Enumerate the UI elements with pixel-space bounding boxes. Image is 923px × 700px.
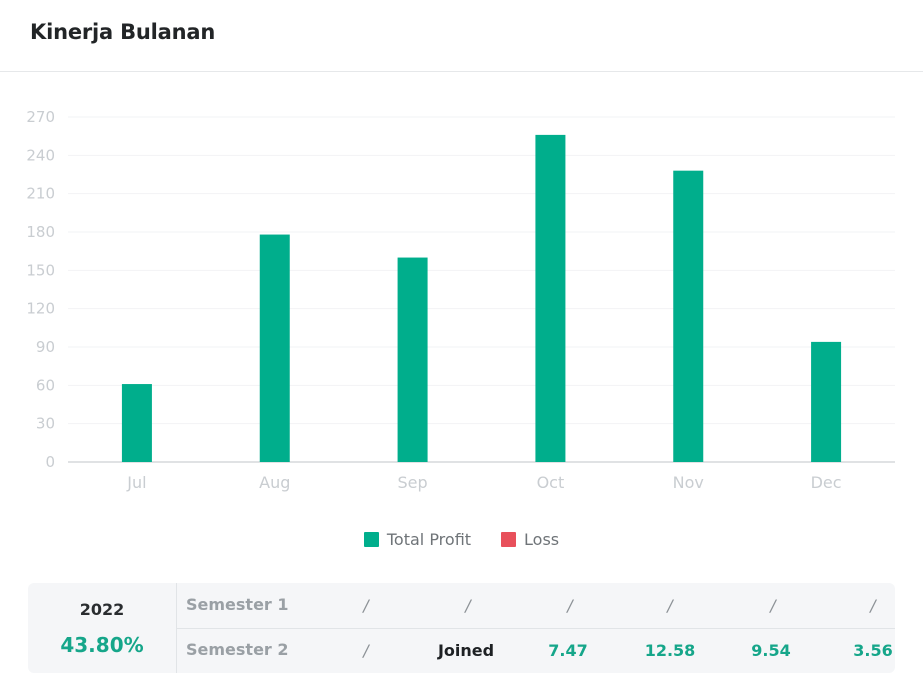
x-tick-label: Oct [537,473,565,492]
page-title: Kinerja Bulanan [30,20,216,44]
y-tick-label: 150 [26,261,55,279]
y-tick-label: 90 [36,338,55,356]
x-tick-label: Dec [811,473,842,492]
semester-row-1: Semester 1 / / / / / / [176,583,895,629]
semester-label: Semester 2 [186,640,289,659]
x-tick-label: Aug [259,473,290,492]
bar-aug [259,234,290,462]
table-cell: / [870,596,876,615]
y-tick-label: 180 [26,223,55,241]
year-cell: 2022 43.80% [28,583,177,673]
y-tick-label: 120 [26,300,55,318]
table-cell: / [770,596,776,615]
y-tick-label: 240 [26,146,55,164]
semester-label: Semester 1 [186,595,289,614]
legend-label-total-profit: Total Profit [386,530,472,549]
table-cell: / [363,596,369,615]
y-tick-label: 60 [36,376,55,394]
y-tick-label: 30 [36,415,55,433]
table-cell: / [667,596,673,615]
header: Kinerja Bulanan [0,0,923,72]
legend-swatch-total-profit [363,532,379,547]
x-tick-label: Jul [126,473,146,492]
table-cell: / [465,596,471,615]
bar-nov [673,170,704,462]
table-cell: 3.56 [853,641,893,660]
year-percent: 43.80% [60,633,144,657]
legend-swatch-loss [501,532,517,547]
y-tick-label: 0 [45,453,55,471]
bar-sep [397,257,428,462]
x-tick-label: Nov [673,473,704,492]
x-tick-label: Sep [398,473,428,492]
year-label: 2022 [79,600,125,619]
table-cell: Joined [437,641,495,660]
legend-label-loss: Loss [524,530,560,549]
chart-legend: Total Profit Loss [0,530,923,549]
legend-item-loss[interactable]: Loss [501,530,559,549]
bar-oct [535,134,566,462]
table-cell: 7.47 [548,641,588,660]
bar-jul [121,384,152,462]
performance-summary-table: 2022 43.80% Semester 1 / / / / / / Semes… [28,583,895,673]
y-tick-label: 270 [26,108,55,126]
semester-row-2: Semester 2 / Joined 7.47 12.58 9.54 3.56 [176,628,895,673]
y-tick-label: 210 [26,185,55,203]
table-cell: 9.54 [751,641,791,660]
legend-item-total-profit[interactable]: Total Profit [363,530,472,549]
bar-dec [811,341,842,462]
table-cell: / [363,641,369,660]
bar-chart: 0 30 60 90 120 150 180 210 240 270 Jul Aug Sep Oct Nov… [26,108,895,492]
table-cell: / [567,596,573,615]
table-cell: 12.58 [644,641,696,660]
